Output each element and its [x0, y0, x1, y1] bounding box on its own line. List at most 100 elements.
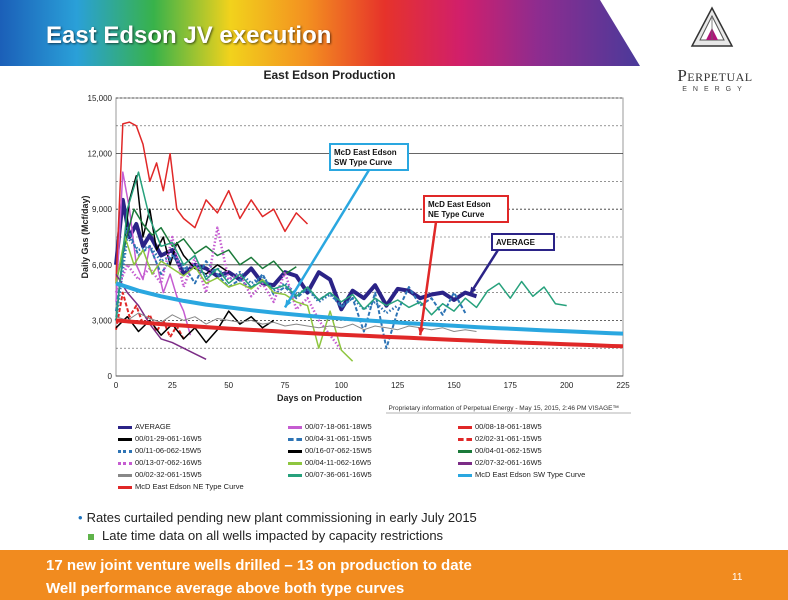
series-line-00-02-32-061-15w5 [115, 312, 477, 332]
legend-label: 00/01-29-061-16W5 [135, 434, 202, 443]
annotation-arrow [418, 221, 438, 336]
legend-swatch [288, 437, 302, 441]
x-axis-label: Days on Production [277, 393, 362, 403]
legend-item: McD East Edson NE Type Curve [118, 482, 244, 491]
logo-subtext: ENERGY [682, 86, 748, 93]
slide-title: East Edson JV execution [46, 22, 332, 49]
legend-label: McD East Edson NE Type Curve [135, 482, 244, 491]
annotation-box [491, 233, 555, 251]
legend-label: 02/02-31-061-15W5 [475, 434, 542, 443]
x-tick-label: 200 [560, 381, 574, 390]
legend-swatch [118, 449, 132, 453]
y-axis-label: Daily Gas (Mcf/day) [80, 195, 90, 278]
proprietary-note: Proprietary information of Perpetual Ene… [389, 405, 620, 412]
legend-item: 00/02-32-061-15W5 [118, 470, 202, 479]
legend-label: 00/07-36-061-16W5 [305, 470, 372, 479]
series-line-02-02-31-061-15w5 [115, 291, 185, 340]
legend-label: McD East Edson SW Type Curve [475, 470, 586, 479]
x-tick-label: 225 [616, 381, 630, 390]
y-tick-label: 15,000 [88, 94, 113, 103]
legend-label: AVERAGE [135, 422, 171, 431]
annotation-text: AVERAGE [496, 238, 536, 247]
chart-title: East Edson Production [263, 68, 395, 82]
x-tick-label: 25 [168, 381, 177, 390]
legend-label: 00/07-18-061-18W5 [305, 422, 372, 431]
series-line-00-04-31-061-15w5 [115, 226, 467, 350]
legend-swatch [458, 437, 472, 441]
y-tick-label: 3,000 [92, 316, 113, 325]
x-tick-label: 175 [504, 381, 518, 390]
annotation-arrowhead [418, 327, 425, 336]
legend-item: 00/04-11-062-16W5 [288, 458, 371, 467]
x-tick-label: 50 [224, 381, 233, 390]
series-line-00-04-11-062-16w5 [115, 236, 354, 362]
series-line-00-13-07-062-16w5 [114, 226, 343, 351]
legend-item: AVERAGE [118, 422, 171, 431]
legend-label: 00/08-18-061-18W5 [475, 422, 542, 431]
legend-swatch [118, 485, 132, 489]
legend-swatch [288, 461, 302, 465]
annotation-text: NE Type Curve [428, 210, 485, 219]
annotation-arrow [283, 169, 371, 309]
legend-item: 00/07-18-061-18W5 [288, 422, 372, 431]
x-tick-label: 125 [391, 381, 405, 390]
legend-label: 00/11-06-062-15W5 [135, 446, 202, 455]
legend-item: 00/01-29-061-16W5 [118, 434, 202, 443]
bullet-main: • Rates curtailed pending new plant commi… [78, 510, 477, 525]
legend-swatch [288, 449, 302, 453]
legend-label: 00/04-11-062-16W5 [305, 458, 372, 467]
legend-swatch [288, 425, 302, 429]
series-line-00-11-06-062-15w5 [114, 235, 399, 321]
series-line-00-07-36-061-16w5 [115, 171, 567, 321]
y-tick-label: 12,000 [88, 150, 113, 159]
annotation-arrow [468, 249, 500, 296]
legend-swatch [288, 473, 302, 477]
bullet-dot-icon: • [78, 510, 83, 525]
legend-label: 00/13-07-062-16W5 [135, 458, 202, 467]
annotation-text: McD East Edson [334, 148, 397, 157]
legend-label: 00/04-01-062-15W5 [475, 446, 542, 455]
legend-item: 00/13-07-062-16W5 [118, 458, 202, 467]
legend-item: 00/07-36-061-16W5 [288, 470, 372, 479]
x-tick-label: 75 [281, 381, 290, 390]
legend-item: 00/08-18-061-18W5 [458, 422, 542, 431]
logo-wordmark: Perpetual [677, 66, 753, 85]
x-tick-label: 0 [114, 381, 119, 390]
legend-label: 00/04-31-061-15W5 [305, 434, 372, 443]
y-tick-label: 6,000 [92, 261, 113, 270]
footer-line-2: Well performance average above both type… [46, 580, 405, 597]
series-line-02-07-32-061-16w5 [115, 273, 207, 360]
bullet-main-text: Rates curtailed pending new plant commis… [86, 510, 477, 525]
banner-slant [600, 0, 640, 66]
legend-item: 02/02-31-061-15W5 [458, 434, 542, 443]
legend-item: 00/11-06-062-15W5 [118, 446, 201, 455]
legend-swatch [118, 437, 132, 441]
series-line-00-08-18-061-18w5 [115, 121, 309, 284]
bullet-sub: Late time data on all wells impacted by … [88, 528, 443, 543]
series-line-00-04-01-062-15w5 [115, 208, 297, 284]
footer-line-1: 17 new joint venture wells drilled – 13 … [46, 557, 472, 574]
annotation-arrowhead [285, 299, 292, 308]
legend-swatch [118, 473, 132, 477]
legend-item: McD East Edson SW Type Curve [458, 470, 585, 479]
legend-swatch [118, 425, 132, 429]
legend-swatch [458, 449, 472, 453]
legend-swatch [118, 461, 132, 465]
title-banner: East Edson JV execution [0, 0, 640, 66]
legend-label: 02/07-32-061-16W5 [475, 458, 542, 467]
legend-item: 00/04-01-062-15W5 [458, 446, 542, 455]
annotation-text: McD East Edson [428, 200, 491, 209]
legend-item: 00/16-07-062-15W5 [288, 446, 372, 455]
x-tick-label: 100 [335, 381, 349, 390]
legend-item: 00/04-31-061-15W5 [288, 434, 372, 443]
production-chart: East Edson Production 0 3,000 6,000 9,000 12,… [80, 68, 631, 414]
legend-item: 02/07-32-061-16W5 [458, 458, 542, 467]
y-tick-label: 9,000 [92, 205, 113, 214]
annotation-text: SW Type Curve [334, 158, 393, 167]
series-line-mcd-east-edson-sw-type-curve [115, 281, 624, 336]
legend-label: 00/16-07-062-15W5 [305, 446, 372, 455]
footer-bar: 17 new joint venture wells drilled – 13 … [0, 550, 788, 600]
annotation-arrowhead [469, 286, 477, 295]
square-bullet-icon [88, 533, 94, 540]
bullet-sub-text: Late time data on all wells impacted by … [102, 528, 444, 543]
